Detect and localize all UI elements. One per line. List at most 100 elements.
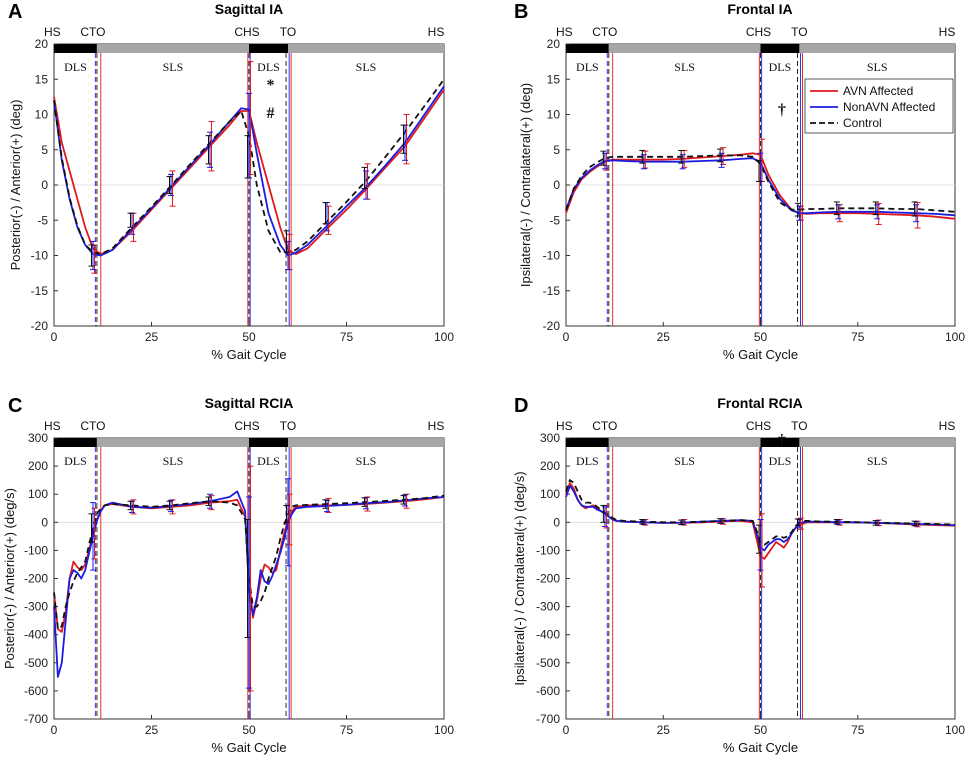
plot-title: Frontal RCIA xyxy=(717,395,803,411)
phase-label-to: TO xyxy=(791,419,807,433)
errorbar-control xyxy=(639,149,646,164)
y-axis-label: Ipsilateral(-) / Contralateral(+) (deg) xyxy=(518,83,533,287)
errorbar-avn xyxy=(364,163,371,200)
errorbar-control xyxy=(911,201,918,217)
legend-label-avn: AVN Affected xyxy=(843,84,913,98)
x-tick-label: 75 xyxy=(340,723,354,737)
errorbar-avn xyxy=(403,114,410,165)
errorbar-control xyxy=(127,212,134,228)
legend: AVN Affected NonAVN Affected Control xyxy=(804,78,954,134)
phase-bar-sls xyxy=(288,44,444,53)
errorbar-avn xyxy=(759,513,765,588)
y-tick-label: 0 xyxy=(553,178,560,192)
errorbar-control xyxy=(872,520,879,526)
y-tick-label: 100 xyxy=(540,487,560,501)
errorbar-control xyxy=(361,497,368,507)
phase-label-cto: CTO xyxy=(592,419,617,433)
errorbar-nonavn xyxy=(246,496,252,689)
y-tick-label: 15 xyxy=(35,72,49,86)
phase-label-sls: SLS xyxy=(674,454,695,468)
legend-label-control: Control xyxy=(843,116,882,130)
phase-bar-sls xyxy=(799,438,955,447)
phase-label-hs: HS xyxy=(44,25,61,39)
phase-label-hs: HS xyxy=(428,25,445,39)
y-axis-label: Ipsilateral(-) / Contralateral(+) (deg/s… xyxy=(512,471,527,685)
x-tick-label: 50 xyxy=(242,330,256,344)
series-line-nonavn xyxy=(53,490,445,678)
y-tick-label: -100 xyxy=(536,543,560,557)
phase-label-hs: HS xyxy=(556,25,573,39)
phase-label-sls: SLS xyxy=(163,454,184,468)
errorbar-avn xyxy=(914,202,921,229)
y-tick-label: -500 xyxy=(536,656,560,670)
phase-label-sls: SLS xyxy=(867,454,888,468)
significance-marker: # xyxy=(266,105,274,122)
errorbar-control xyxy=(322,499,329,509)
phase-bar-dls xyxy=(566,44,609,53)
x-tick-label: 25 xyxy=(657,330,671,344)
phase-bar-sls xyxy=(288,438,444,447)
y-tick-label: 300 xyxy=(540,431,560,445)
y-tick-label: 10 xyxy=(547,108,561,122)
x-axis-label: % Gait Cycle xyxy=(211,740,286,755)
errorbar-nonavn xyxy=(757,518,764,571)
phase-bar-dls xyxy=(249,44,288,53)
x-tick-label: 75 xyxy=(340,330,354,344)
errorbar-avn xyxy=(247,61,254,175)
phase-label-dls: DLS xyxy=(257,60,280,74)
y-tick-label: -20 xyxy=(31,319,49,333)
significance-marker: † xyxy=(778,102,786,119)
series-line-nonavn xyxy=(565,157,956,217)
y-tick-label: -600 xyxy=(24,684,48,698)
phase-label-sls: SLS xyxy=(163,60,184,74)
phase-label-hs: HS xyxy=(556,419,573,433)
x-axis-label: % Gait Cycle xyxy=(723,740,798,755)
y-tick-label: -20 xyxy=(543,319,561,333)
panel-a: A Sagittal IA HS CTO CHS TO HS DLS SLS DLS SLS -20 -… xyxy=(8,1,454,362)
phase-label-dls: DLS xyxy=(64,60,87,74)
legend-box xyxy=(804,78,954,134)
y-tick-label: -5 xyxy=(549,213,560,227)
phase-label-cto: CTO xyxy=(80,419,105,433)
plot-title: Sagittal RCIA xyxy=(205,395,294,411)
x-axis-label: % Gait Cycle xyxy=(211,347,286,362)
errorbar-control xyxy=(322,202,329,225)
errorbar-control xyxy=(717,518,724,524)
y-tick-label: 0 xyxy=(41,178,48,192)
phase-bar-dls xyxy=(54,438,97,447)
phase-label-hs: HS xyxy=(939,25,956,39)
phase-bar-sls xyxy=(608,438,761,447)
errorbar-avn xyxy=(130,499,137,515)
legend-label-nonavn: NonAVN Affected xyxy=(843,100,935,114)
phase-label-dls: DLS xyxy=(769,60,792,74)
phase-label-hs: HS xyxy=(44,419,61,433)
errorbar-control xyxy=(244,518,251,639)
phase-bar-dls xyxy=(760,438,800,447)
panel-letter: C xyxy=(8,395,22,417)
series-line-control xyxy=(565,154,956,213)
phase-label-sls: SLS xyxy=(356,454,377,468)
phase-label-chs: CHS xyxy=(746,25,771,39)
phase-bar-dls xyxy=(54,44,97,53)
panel-b: B Frontal IA HS CTO CHS TO HS DLS SLS DLS SLS -20 -1… xyxy=(514,1,965,362)
x-tick-label: 75 xyxy=(851,723,865,737)
errorbar-control xyxy=(911,520,918,527)
errorbar-control xyxy=(283,230,290,253)
panel-letter: A xyxy=(8,1,22,23)
phase-label-hs: HS xyxy=(428,419,445,433)
y-tick-label: -500 xyxy=(24,656,48,670)
phase-bar-sls xyxy=(608,44,761,53)
errorbar-control xyxy=(756,159,762,182)
phase-bar-sls xyxy=(96,44,250,53)
panel-letter: D xyxy=(514,395,528,417)
y-axis-label: Posterior(-) / Anterior(+) (deg) xyxy=(8,100,23,271)
x-tick-label: 25 xyxy=(657,723,671,737)
significance-marker: † xyxy=(778,432,786,449)
errorbar-control xyxy=(88,244,95,267)
y-tick-label: -200 xyxy=(24,572,48,586)
y-tick-label: 300 xyxy=(28,431,48,445)
series-line-control xyxy=(565,479,956,546)
phase-label-to: TO xyxy=(280,419,296,433)
x-tick-label: 100 xyxy=(434,330,454,344)
phase-bar-dls xyxy=(249,438,288,447)
